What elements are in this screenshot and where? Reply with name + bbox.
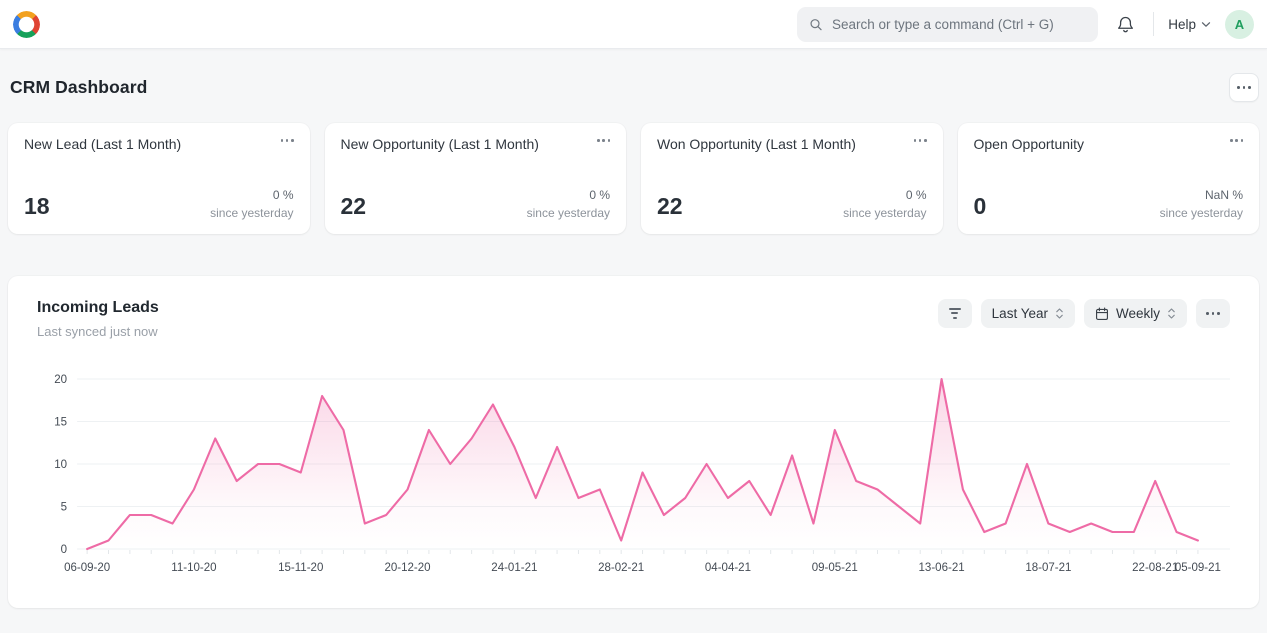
unfold-icon — [1168, 308, 1175, 319]
stat-card-delta: NaN % — [1204, 188, 1243, 202]
svg-text:5: 5 — [61, 502, 67, 514]
ellipsis-icon — [597, 139, 610, 142]
svg-text:05-09-21: 05-09-21 — [1175, 562, 1221, 574]
svg-text:28-02-21: 28-02-21 — [598, 562, 644, 574]
page-header: CRM Dashboard — [0, 49, 1267, 123]
search-input[interactable] — [832, 16, 1087, 32]
chart-range-select[interactable]: Last Year — [980, 299, 1075, 328]
stat-card-title: Open Opportunity — [973, 136, 1085, 152]
top-navbar: Help A — [0, 0, 1267, 49]
chart-interval-select[interactable]: Weekly — [1083, 299, 1187, 328]
ellipsis-icon — [1230, 139, 1243, 142]
svg-text:09-05-21: 09-05-21 — [812, 562, 858, 574]
svg-text:0: 0 — [61, 544, 67, 556]
stat-card-value: 22 — [657, 193, 683, 219]
stat-card-new-lead: New Lead (Last 1 Month) 18 0 % since yes… — [8, 123, 310, 234]
stat-card-value: 18 — [24, 193, 50, 219]
svg-text:10: 10 — [54, 459, 67, 471]
ellipsis-icon — [1206, 312, 1220, 315]
chart-filter-button[interactable] — [937, 299, 972, 328]
avatar-initial: A — [1234, 16, 1245, 32]
range-select-value: Last Year — [991, 306, 1048, 321]
interval-select-value: Weekly — [1115, 306, 1160, 321]
stat-card-open-opportunity: Open Opportunity 0 NaN % since yesterday — [957, 123, 1259, 234]
user-avatar[interactable]: A — [1225, 9, 1254, 39]
calendar-icon — [1095, 306, 1108, 320]
svg-text:15: 15 — [54, 417, 67, 429]
stat-card-value: 22 — [340, 193, 367, 219]
stat-card-value: 0 — [973, 193, 987, 219]
stat-card-title: New Lead (Last 1 Month) — [24, 136, 182, 152]
stat-card-new-opportunity: New Opportunity (Last 1 Month) 22 0 % si… — [324, 123, 626, 234]
stat-card-more-button[interactable] — [1230, 136, 1243, 145]
bell-icon — [1118, 16, 1134, 32]
svg-text:13-06-21: 13-06-21 — [919, 562, 965, 574]
dashboard-more-button[interactable] — [1229, 73, 1259, 102]
stat-card-caption: since yesterday — [526, 206, 610, 220]
stat-card-caption: since yesterday — [843, 206, 927, 220]
stat-card-more-button[interactable] — [280, 136, 294, 145]
stat-card-title: New Opportunity (Last 1 Month) — [340, 136, 539, 152]
stat-card-title: Won Opportunity (Last 1 Month) — [657, 136, 856, 152]
svg-text:24-01-21: 24-01-21 — [491, 562, 537, 574]
chevron-down-icon — [1201, 21, 1211, 27]
global-search[interactable] — [797, 6, 1099, 42]
svg-text:15-11-20: 15-11-20 — [278, 562, 323, 574]
svg-text:06-09-20: 06-09-20 — [64, 562, 110, 574]
svg-text:04-04-21: 04-04-21 — [705, 562, 751, 574]
stat-card-more-button[interactable] — [597, 136, 610, 145]
stat-card-caption: since yesterday — [1159, 206, 1243, 220]
app-logo-icon[interactable] — [13, 10, 40, 38]
chart-more-button[interactable] — [1196, 299, 1230, 328]
stat-card-delta: 0 % — [905, 188, 927, 202]
incoming-leads-chart: 0 5 10 15 20 06-09-20 11-10-20 15-11-20 20-12-20… — [54, 374, 1230, 574]
incoming-leads-card: Incoming Leads Last synced just now Last… — [8, 276, 1259, 608]
svg-text:22-08-21: 22-08-21 — [1132, 562, 1178, 574]
svg-text:18-07-21: 18-07-21 — [1025, 562, 1071, 574]
unfold-icon — [1056, 308, 1063, 319]
chart-sync-status: Last synced just now — [37, 324, 158, 339]
chart-plot-area: 0 5 10 15 20 06-09-20 11-10-20 15-11-20 20-12-20… — [37, 369, 1230, 586]
help-menu[interactable]: Help — [1168, 17, 1211, 32]
chart-title: Incoming Leads — [37, 299, 159, 316]
help-label: Help — [1168, 16, 1196, 32]
stat-card-caption: since yesterday — [210, 206, 294, 220]
navbar-divider — [1153, 12, 1155, 36]
ellipsis-icon — [280, 139, 294, 142]
filter-icon — [948, 307, 961, 320]
stat-card-delta: 0 % — [589, 188, 610, 202]
notifications-button[interactable] — [1112, 11, 1139, 38]
stat-cards-row: New Lead (Last 1 Month) 18 0 % since yes… — [8, 123, 1259, 234]
svg-text:20: 20 — [54, 374, 67, 386]
search-icon — [810, 18, 822, 30]
page-title: CRM Dashboard — [10, 77, 148, 97]
svg-text:20-12-20: 20-12-20 — [384, 562, 430, 574]
stat-card-won-opportunity: Won Opportunity (Last 1 Month) 22 0 % si… — [641, 123, 943, 234]
stat-card-delta: 0 % — [272, 188, 294, 202]
ellipsis-icon — [913, 139, 927, 142]
ellipsis-icon — [1237, 86, 1251, 89]
stat-card-more-button[interactable] — [913, 136, 927, 145]
svg-text:11-10-20: 11-10-20 — [171, 562, 216, 574]
